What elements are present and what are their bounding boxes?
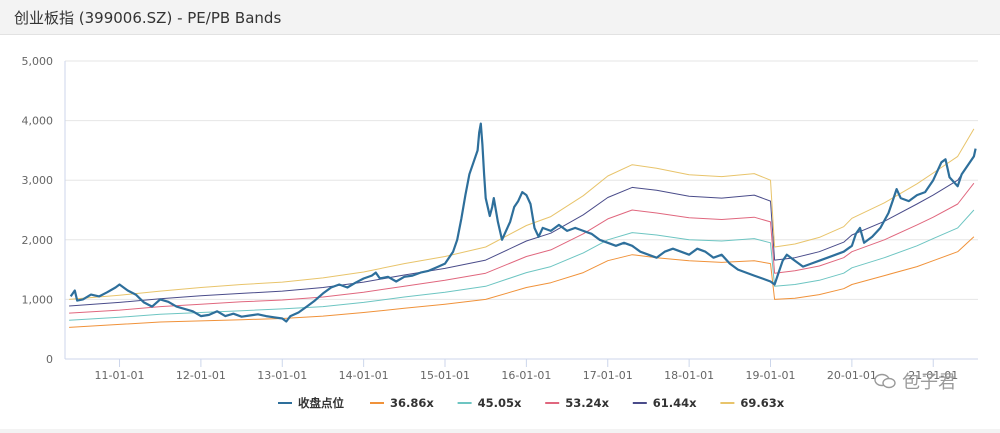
series-line	[69, 122, 977, 323]
x-tick-label: 16-01-01	[501, 369, 551, 382]
x-tick-label: 12-01-01	[176, 369, 226, 382]
chart-panel: 5,000 4,000 3,000 2,000 1,000 0 11-01-01 12-01…	[0, 34, 1000, 429]
x-tick-label: 15-01-01	[420, 369, 470, 382]
y-tick-label: 2,000	[22, 234, 54, 247]
x-tick-label: 19-01-01	[746, 369, 796, 382]
series-line	[69, 209, 975, 321]
series-line	[69, 128, 975, 300]
legend-item: 45.05x	[478, 396, 522, 410]
pe-band-chart: 5,000 4,000 3,000 2,000 1,000 0 11-01-01 12-01…	[22, 55, 978, 410]
x-tick-label: 17-01-01	[583, 369, 633, 382]
wechat-icon	[874, 373, 896, 389]
legend-item: 53.24x	[565, 396, 609, 410]
legend-item: 61.44x	[653, 396, 697, 410]
y-tick-label: 5,000	[22, 55, 54, 68]
legend: 收盘点位 36.86x 45.05x 53.24x 61.44x 69.63x	[278, 396, 785, 410]
x-tick-label: 21-01-01	[908, 369, 958, 382]
watermark: 包子君	[874, 368, 956, 394]
legend-item: 36.86x	[390, 396, 434, 410]
x-tick-label: 11-01-01	[95, 369, 145, 382]
header-bar: 创业板指 (399006.SZ) - PE/PB Bands	[0, 0, 1000, 34]
y-tick-label: 3,000	[22, 174, 54, 187]
legend-item: 收盘点位	[298, 396, 344, 410]
series-line	[69, 236, 975, 328]
x-tick-label: 20-01-01	[827, 369, 877, 382]
y-tick-label: 4,000	[22, 115, 54, 128]
series-lines	[69, 122, 977, 328]
x-tick-label: 14-01-01	[339, 369, 389, 382]
watermark-text: 包子君	[902, 372, 956, 393]
y-tick-label: 0	[46, 353, 53, 366]
series-line	[69, 182, 975, 314]
legend-item: 69.63x	[740, 396, 784, 410]
x-tick-label: 18-01-01	[664, 369, 714, 382]
x-axis: 11-01-01 12-01-01 13-01-01 14-01-01 15-01-01…	[95, 359, 958, 382]
grid-lines	[64, 60, 978, 360]
y-tick-label: 1,000	[22, 293, 54, 306]
page-title: 创业板指 (399006.SZ) - PE/PB Bands	[14, 9, 282, 27]
series-line	[69, 156, 975, 307]
y-axis-labels: 5,000 4,000 3,000 2,000 1,000 0	[22, 55, 54, 366]
x-tick-label: 13-01-01	[257, 369, 307, 382]
